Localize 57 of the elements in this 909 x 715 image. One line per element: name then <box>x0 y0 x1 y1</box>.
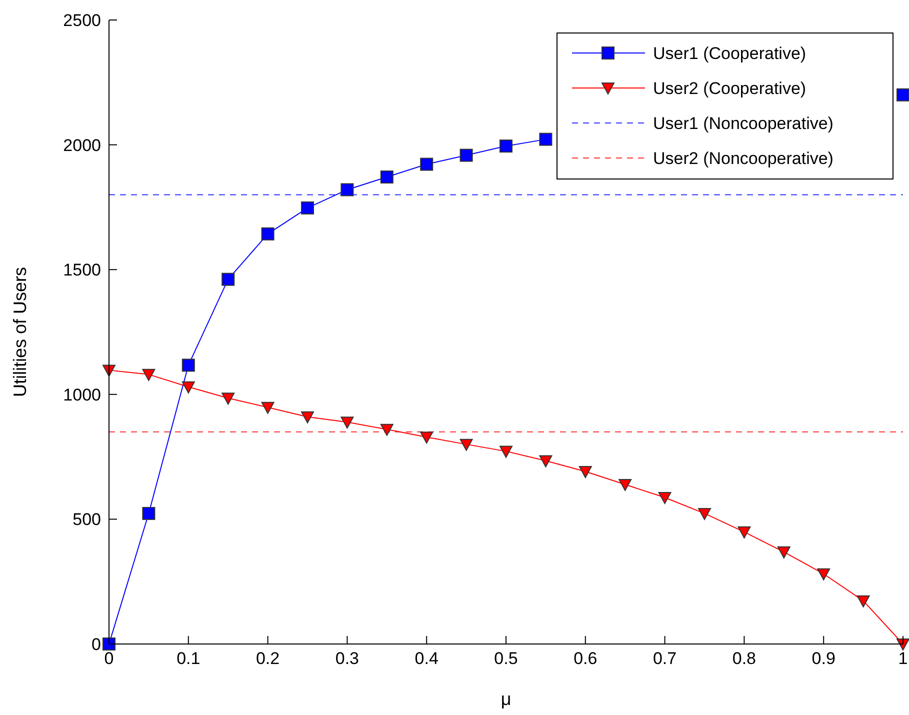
point <box>142 506 156 520</box>
x-tick-label: 0.8 <box>732 649 756 668</box>
point <box>896 88 909 102</box>
point <box>301 411 314 424</box>
x-tick-label: 1 <box>898 649 908 668</box>
point <box>420 158 434 171</box>
point <box>102 364 116 377</box>
point <box>539 132 552 146</box>
point <box>500 140 512 153</box>
x-tick-label: 0.6 <box>574 649 598 668</box>
legend-label: User1 (Cooperative) <box>653 44 806 63</box>
point <box>896 638 909 650</box>
y-tick-label: 500 <box>72 510 101 530</box>
x-tick-label: 0.7 <box>652 649 677 668</box>
point <box>856 595 870 608</box>
point <box>102 638 116 650</box>
point <box>222 272 235 286</box>
point <box>460 148 473 162</box>
y-tick-label: 2500 <box>63 11 101 30</box>
point <box>301 201 314 214</box>
point <box>738 526 751 538</box>
point <box>182 358 195 372</box>
legend-label: User2 (Cooperative) <box>653 79 806 98</box>
point <box>340 183 354 196</box>
x-axis-title: μ <box>500 689 512 709</box>
point <box>261 227 274 240</box>
point <box>539 455 552 468</box>
point <box>578 466 592 478</box>
point <box>380 424 394 436</box>
y-tick-label: 1000 <box>63 385 101 404</box>
point <box>618 479 632 492</box>
point <box>500 446 512 458</box>
y-tick-label: 2000 <box>63 136 101 155</box>
point <box>658 492 672 504</box>
point <box>340 416 354 429</box>
x-tick-label: 0.9 <box>812 649 836 668</box>
point <box>182 381 195 394</box>
point <box>777 546 790 558</box>
point <box>817 568 830 580</box>
y-tick-label: 0 <box>92 635 101 654</box>
point <box>420 432 434 444</box>
point <box>460 438 473 451</box>
point <box>142 368 156 381</box>
point <box>222 392 235 405</box>
legend-label: User1 (Noncooperative) <box>653 114 834 133</box>
y-axis-title: Utilities of Users <box>10 266 30 398</box>
x-tick-label: 0.2 <box>256 649 280 668</box>
legend-label: User2 (Noncooperative) <box>653 149 834 168</box>
x-tick-label: 0.3 <box>335 649 360 668</box>
x-tick-label: 0.5 <box>494 649 518 668</box>
x-tick-label: 0.4 <box>414 649 438 668</box>
point <box>261 402 274 414</box>
point <box>380 170 394 184</box>
point <box>698 508 711 520</box>
x-tick-label: 0.1 <box>176 649 200 668</box>
x-tick-label: 0 <box>104 649 114 668</box>
y-tick-label: 1500 <box>63 260 101 280</box>
